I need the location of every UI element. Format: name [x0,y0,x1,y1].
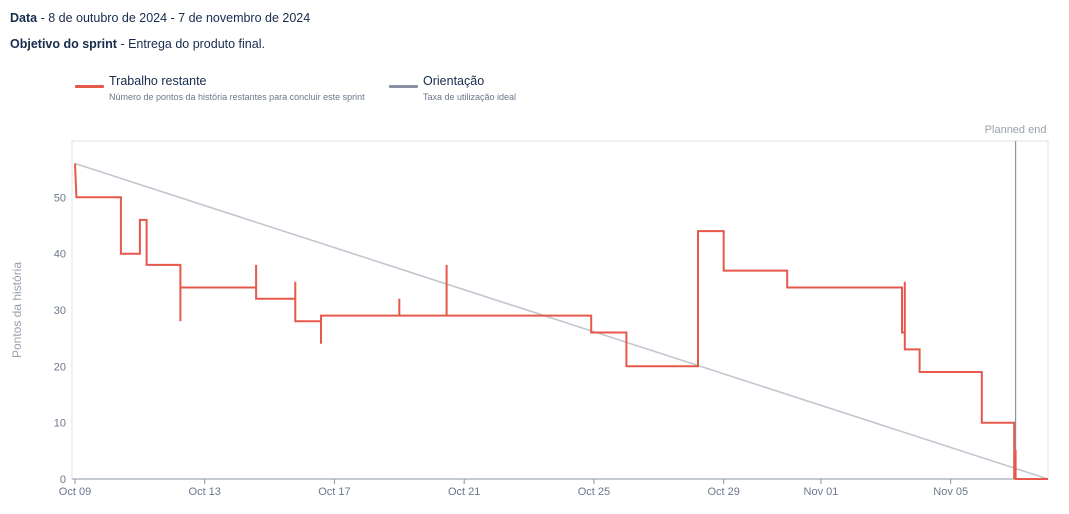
goal-value: Entrega do produto final. [128,37,265,51]
x-tick-label: Oct 09 [59,486,91,498]
sprint-goal: Objetivo do sprint - Entrega do produto … [10,37,265,51]
date-label: Data [10,11,38,25]
planned-end-marker: Planned end [985,124,1047,479]
y-axis-title: Pontos da história [10,262,24,358]
legend-title-guideline: Orientação [423,74,485,88]
x-tick-label: Nov 05 [933,486,968,498]
y-tick-label: 30 [54,305,66,317]
goal-label: Objetivo do sprint [10,37,117,51]
x-tick-label: Oct 29 [707,486,739,498]
x-tick-label: Oct 17 [318,486,350,498]
y-tick-label: 10 [54,418,66,430]
x-tick-label: Oct 13 [189,486,221,498]
x-tick-label: Oct 21 [448,486,480,498]
sprint-date: Data - 8 de outubro de 2024 - 7 de novem… [10,11,311,25]
legend-swatch-remaining-work [75,85,104,88]
guideline-series-line [74,162,1049,480]
date-value: 8 de outubro de 2024 - 7 de novembro de … [48,11,311,25]
x-tick-label: Oct 25 [578,486,610,498]
legend-description-guideline: Taxa de utilização ideal [423,92,517,102]
x-axis-ticks: Oct 09 Oct 13 Oct 17 Oct 21 Oct 25 Oct 29 Nov … [59,479,968,498]
x-tick-label: Nov 01 [804,486,839,498]
y-tick-label: 20 [54,361,66,373]
remaining-work-series-line [74,163,1048,480]
y-axis-ticks: 0 10 20 30 40 50 [54,192,66,486]
y-tick-label: 0 [60,474,66,486]
y-tick-label: 40 [54,249,66,261]
legend-title-remaining-work: Trabalho restante [109,74,207,88]
y-tick-label: 50 [54,192,66,204]
legend-description-remaining-work: Número de pontos da história restantes p… [109,92,365,102]
planned-end-label: Planned end [985,124,1047,136]
legend-swatch-guideline [389,85,418,88]
